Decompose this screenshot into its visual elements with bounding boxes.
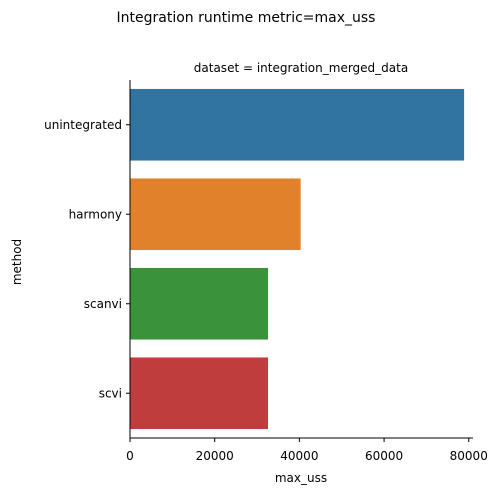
y-axis-label: method xyxy=(10,239,24,285)
facet-title: dataset = integration_merged_data xyxy=(194,61,408,75)
bar-scvi xyxy=(130,357,269,430)
x-tick-label: 20000 xyxy=(196,449,234,463)
x-axis-label: max_uss xyxy=(275,471,327,485)
x-ticks-group: 0 20000 40000 60000 80000 xyxy=(126,438,488,463)
x-tick-label: 80000 xyxy=(450,449,488,463)
bars-group xyxy=(130,88,465,430)
bar-unintegrated xyxy=(130,88,465,161)
y-tick-label: unintegrated xyxy=(44,118,122,132)
y-tick-label: scanvi xyxy=(84,297,122,311)
x-tick-label: 0 xyxy=(126,449,134,463)
bar-harmony xyxy=(130,178,301,251)
y-tick-label: scvi xyxy=(99,386,122,400)
x-tick-label: 40000 xyxy=(280,449,318,463)
x-tick-label: 60000 xyxy=(365,449,403,463)
y-ticks-group: unintegrated harmony scanvi scvi xyxy=(44,118,130,400)
bar-scanvi xyxy=(130,267,269,340)
y-tick-label: harmony xyxy=(69,207,122,221)
chart-title: Integration runtime metric=max_uss xyxy=(117,10,376,26)
